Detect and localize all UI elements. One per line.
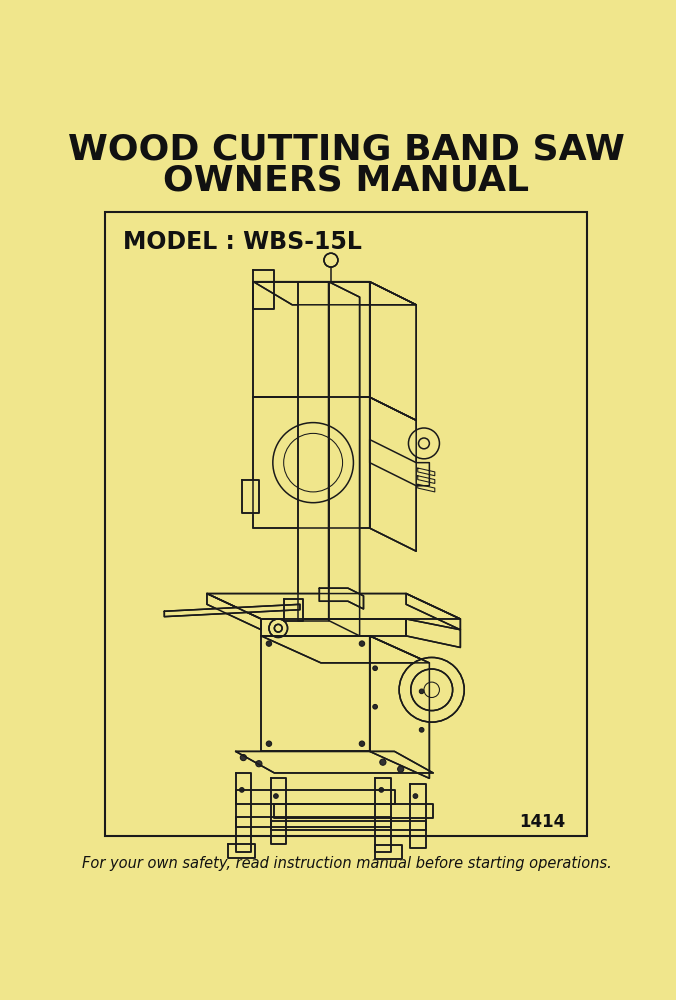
Polygon shape <box>418 468 435 476</box>
Ellipse shape <box>359 641 364 646</box>
Polygon shape <box>375 778 391 851</box>
Polygon shape <box>261 636 370 751</box>
Ellipse shape <box>397 766 404 772</box>
Ellipse shape <box>266 641 272 646</box>
Ellipse shape <box>380 759 386 765</box>
Polygon shape <box>406 594 460 630</box>
Polygon shape <box>207 594 261 630</box>
Polygon shape <box>236 790 395 804</box>
Polygon shape <box>418 484 435 492</box>
Polygon shape <box>164 604 300 617</box>
Text: OWNERS MANUAL: OWNERS MANUAL <box>164 164 529 198</box>
Ellipse shape <box>419 689 424 694</box>
Text: MODEL : WBS-15L: MODEL : WBS-15L <box>123 230 362 254</box>
Ellipse shape <box>269 619 287 637</box>
Polygon shape <box>418 476 435 483</box>
Polygon shape <box>236 817 391 827</box>
Polygon shape <box>410 784 425 848</box>
Polygon shape <box>254 282 274 309</box>
Ellipse shape <box>372 666 377 671</box>
Polygon shape <box>329 282 360 636</box>
Polygon shape <box>370 636 429 778</box>
Ellipse shape <box>411 669 453 711</box>
Ellipse shape <box>240 754 247 761</box>
Ellipse shape <box>324 253 338 267</box>
Text: 1414: 1414 <box>518 813 565 831</box>
Polygon shape <box>228 844 255 858</box>
Polygon shape <box>285 599 303 620</box>
Polygon shape <box>236 773 251 851</box>
Ellipse shape <box>399 657 464 722</box>
Polygon shape <box>254 282 416 305</box>
Polygon shape <box>236 751 433 773</box>
Polygon shape <box>375 845 402 859</box>
Ellipse shape <box>256 761 262 767</box>
Text: For your own safety, read instruction manual before starting operations.: For your own safety, read instruction ma… <box>82 856 611 871</box>
Polygon shape <box>261 636 429 663</box>
Polygon shape <box>270 778 286 844</box>
Polygon shape <box>254 282 370 397</box>
Polygon shape <box>319 588 364 609</box>
Ellipse shape <box>413 794 418 798</box>
Polygon shape <box>261 619 406 636</box>
Polygon shape <box>370 397 416 551</box>
Text: WOOD CUTTING BAND SAW: WOOD CUTTING BAND SAW <box>68 132 625 166</box>
Ellipse shape <box>408 428 439 459</box>
Polygon shape <box>242 480 259 513</box>
Ellipse shape <box>379 788 384 792</box>
Polygon shape <box>254 270 274 282</box>
Ellipse shape <box>418 438 429 449</box>
Polygon shape <box>370 440 429 486</box>
Ellipse shape <box>359 741 364 746</box>
Polygon shape <box>207 594 460 619</box>
Ellipse shape <box>419 728 424 732</box>
Polygon shape <box>254 397 370 528</box>
Ellipse shape <box>239 788 244 792</box>
Ellipse shape <box>274 624 282 632</box>
Polygon shape <box>297 282 329 620</box>
Ellipse shape <box>266 741 272 746</box>
Ellipse shape <box>274 794 279 798</box>
Ellipse shape <box>372 704 377 709</box>
Polygon shape <box>274 804 433 818</box>
Polygon shape <box>270 821 425 830</box>
Ellipse shape <box>273 423 354 503</box>
Polygon shape <box>370 282 416 420</box>
Polygon shape <box>406 619 460 647</box>
Bar <box>105 212 587 836</box>
